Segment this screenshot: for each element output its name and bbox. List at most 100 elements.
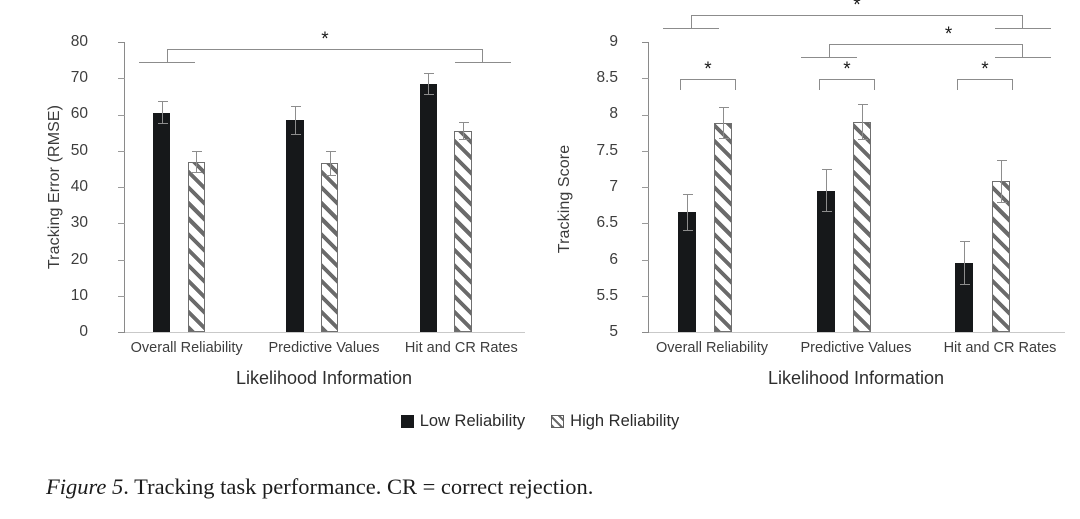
error-bar [290, 105, 301, 135]
y-tick-label: 40 [70, 178, 88, 195]
error-cap-top [960, 241, 971, 243]
y-tick-label: 10 [70, 287, 88, 304]
significance-bracket-foot [663, 28, 719, 29]
error-bar [960, 241, 971, 285]
chart-panels: Tracking Error (RMSE) 80 70 60 50 40 30 … [40, 0, 1080, 400]
y-tick-label: 9 [609, 33, 618, 50]
bar-low-reliability[interactable] [419, 83, 437, 332]
error-cap-top [192, 150, 203, 152]
error-bar [192, 150, 203, 173]
legend-label: High Reliability [570, 412, 680, 430]
y-tick-label: 20 [70, 251, 88, 268]
bar-high-reliability[interactable] [852, 121, 871, 332]
bar-low-reliability[interactable] [152, 112, 171, 332]
significance-star: * [944, 24, 953, 45]
error-cap-top [821, 168, 832, 170]
bar-low-reliability[interactable] [816, 190, 835, 332]
error-bar [683, 193, 694, 232]
x-tick-label: Hit and CR Rates [404, 340, 518, 356]
bar-group [392, 42, 525, 332]
error-cap-bottom [290, 133, 301, 135]
error-bar [719, 107, 730, 140]
bar-low-reliability[interactable] [286, 120, 304, 332]
significance-star: * [704, 59, 712, 80]
error-bar [857, 103, 868, 140]
y-tickmark [642, 187, 649, 188]
significance-star: * [843, 59, 851, 80]
significance-bracket-within [957, 79, 1013, 90]
x-tick-label: Overall Reliability [655, 340, 768, 356]
chart-legend: Low Reliability High Reliability [0, 412, 1080, 431]
bar-group [258, 42, 391, 332]
y-tick-label: 8.5 [596, 69, 618, 86]
x-tick-label: Predictive Values [268, 340, 380, 356]
error-cap-bottom [683, 230, 694, 232]
legend-item-low-reliability: Low Reliability [400, 412, 526, 431]
x-axis-labels-left: Overall Reliability Predictive Values Hi… [118, 340, 530, 356]
bar-high-reliability[interactable] [320, 163, 339, 332]
significance-bracket-foot [455, 62, 511, 63]
bar-groups-right [649, 42, 1065, 332]
y-tick-label: 80 [70, 33, 88, 50]
y-tick-label: 5.5 [596, 287, 618, 304]
legend-item-high-reliability: High Reliability [551, 412, 679, 431]
error-cap-bottom [458, 138, 469, 140]
significance-star: * [981, 59, 989, 80]
chart-panel-tracking-score: Tracking Score 9 8.5 8 7.5 7 6.5 6 5.5 5 [540, 0, 1080, 400]
error-cap-top [424, 72, 435, 74]
bar-low-reliability[interactable] [678, 212, 697, 332]
bar-high-reliability[interactable] [187, 161, 205, 332]
y-tickmark [118, 295, 125, 297]
error-cap-bottom [857, 138, 868, 140]
y-tick-label: 0 [79, 323, 88, 340]
x-axis-title-right: Likelihood Information [767, 368, 945, 388]
error-bar [325, 150, 336, 177]
error-bar [424, 72, 435, 95]
y-tick-label: 70 [70, 69, 88, 86]
error-cap-bottom [960, 283, 971, 285]
error-cap-top [857, 103, 868, 105]
y-tick-label: 7 [609, 178, 618, 195]
legend-swatch-hatch-icon [551, 415, 565, 428]
bar-high-reliability[interactable] [991, 181, 1010, 332]
y-tickmark [642, 259, 649, 261]
bar-low-reliability[interactable] [955, 263, 974, 332]
figure-caption: Figure 5. Tracking task performance. CR … [46, 474, 1006, 500]
error-bar [157, 101, 168, 125]
error-bar [458, 121, 469, 140]
error-bar [821, 168, 832, 213]
significance-bracket-within [819, 79, 875, 90]
error-cap-top [325, 150, 336, 152]
bar-high-reliability[interactable] [454, 130, 472, 332]
figure-caption-text: . Tracking task performance. CR = correc… [123, 474, 594, 499]
error-cap-top [290, 105, 301, 107]
axis-cap-bottom [118, 332, 125, 333]
plot-area-right: * * * * * [642, 0, 1065, 333]
bar-group [649, 42, 788, 332]
y-tickmark [642, 223, 649, 225]
bar-group [788, 42, 927, 332]
y-tickmark [118, 150, 125, 152]
significance-bracket [829, 44, 1023, 57]
error-cap-bottom [325, 175, 336, 177]
figure-number: Figure 5 [46, 474, 124, 499]
y-axis-ticks-left: 80 70 60 50 40 30 20 10 0 [40, 0, 88, 400]
error-cap-top [683, 193, 694, 195]
y-tick-label: 30 [70, 214, 88, 231]
error-cap-top [458, 121, 469, 123]
significance-star: * [853, 0, 861, 16]
error-cap-bottom [157, 123, 168, 125]
y-tickmark [642, 114, 649, 116]
legend-label: Low Reliability [419, 412, 526, 430]
significance-bracket-foot [139, 62, 195, 63]
error-cap-top [996, 159, 1007, 161]
significance-bracket-foot [995, 57, 1051, 58]
bar-high-reliability[interactable] [714, 123, 733, 332]
y-tickmark [642, 295, 649, 297]
x-axis-title-left: Likelihood Information [235, 368, 413, 388]
error-cap-bottom [424, 93, 435, 95]
y-tickmark [118, 187, 125, 188]
y-tick-label: 60 [70, 105, 88, 122]
x-tick-label: Overall Reliability [130, 340, 243, 356]
y-tick-label: 6.5 [596, 214, 618, 231]
